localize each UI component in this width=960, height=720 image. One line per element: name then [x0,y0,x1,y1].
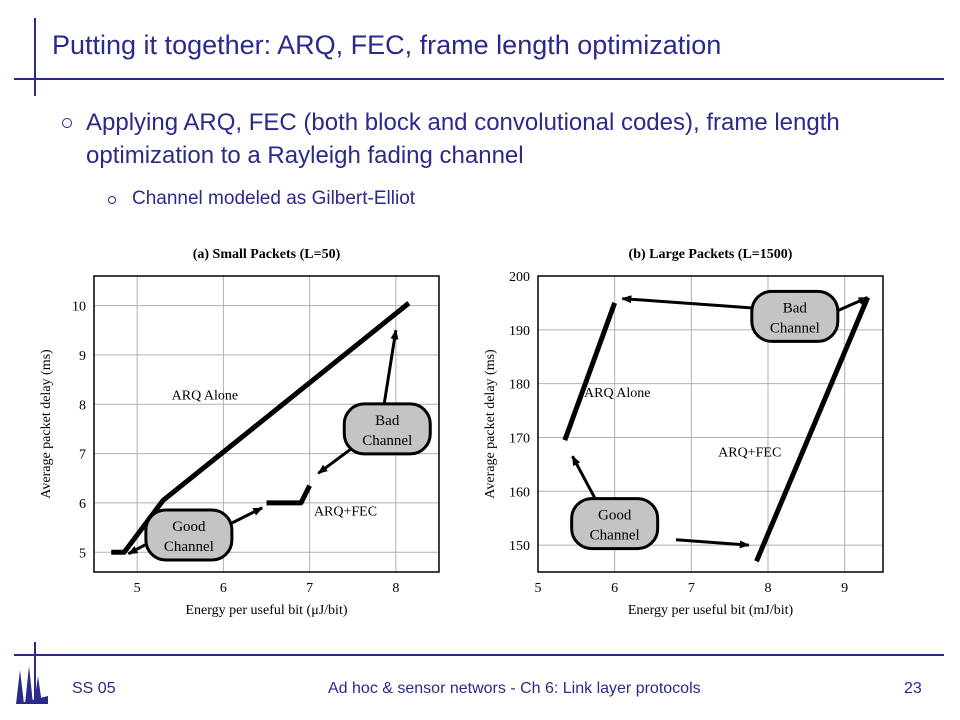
callout-label: Channel [590,528,640,544]
sub-bullet-dot-icon [108,196,116,204]
x-tick-label: 8 [765,581,772,596]
x-tick-label: 6 [611,581,618,596]
chart-large-packets: (b) Large Packets (L=1500) 5 6 7 8 9 150 160 170… [483,247,884,618]
callout-box [144,508,234,562]
x-axis-label: Energy per useful bit (μJ/bit) [186,603,348,618]
y-tick-label: 160 [509,485,530,500]
callout-label: Bad [783,300,808,316]
x-axis-label: Energy per useful bit (mJ/bit) [628,603,794,618]
callout-label: Channel [770,320,820,336]
chart-title: (a) Small Packets (L=50) [193,247,341,262]
y-tick-label: 200 [509,270,530,285]
footer-course: SS 05 [72,680,116,697]
y-tick-label: 150 [509,539,530,554]
series-line [266,484,312,506]
callout-label: Channel [164,539,214,555]
callout-label: Good [598,508,632,524]
y-tick-label: 7 [79,448,86,463]
footer-accent-line [34,642,36,704]
chart-title: (b) Large Packets (L=1500) [629,247,793,262]
y-axis-label: Average packet delay (ms) [39,349,54,499]
x-tick-label: 8 [392,581,399,596]
x-tick-label: 7 [306,581,313,596]
series-line [562,302,618,441]
footer-lecture-title: Ad hoc & sensor networs - Ch 6: Link lay… [328,680,701,697]
y-tick-label: 10 [72,300,86,315]
callout-arrow [381,329,399,412]
x-tick-label: 7 [688,581,695,596]
callout-label: Bad [375,413,400,429]
chart-small-packets: (a) Small Packets (L=50) 5 6 7 8 5 6 7 8 9 10 Energ… [39,247,440,618]
university-logo-icon [16,666,48,704]
bullet-item: Applying ARQ, FEC (both block and convol… [62,106,932,172]
y-tick-label: 190 [509,324,530,339]
slide-title: Putting it together: ARQ, FEC, frame len… [52,30,722,60]
callout-box [342,402,432,456]
footer-divider [14,654,944,656]
series-label: ARQ Alone [172,388,239,403]
x-tick-label: 9 [841,581,848,596]
series-label: ARQ+FEC [718,445,781,460]
y-axis-label: Average packet delay (ms) [483,349,498,499]
title-accent-line [34,18,36,96]
series-label: ARQ Alone [584,386,651,401]
series-label: ARQ+FEC [314,504,377,519]
callout-arrow [675,538,750,549]
y-tick-label: 170 [509,431,530,446]
callout-label: Channel [362,433,412,449]
callout-box [570,497,660,551]
callout-label: Good [172,519,206,535]
title-divider [14,78,944,80]
y-tick-label: 8 [79,398,86,413]
y-tick-label: 5 [79,546,86,561]
callout-arrow [621,295,757,310]
series-line [754,296,870,563]
x-tick-label: 6 [220,581,227,596]
callout-arrow [227,506,264,527]
plot-frame [537,275,884,573]
footer-page-number: 23 [904,680,922,697]
sub-bullet-item: Channel modeled as Gilbert-Elliot [108,188,415,210]
bullet-text: Applying ARQ, FEC (both block and convol… [86,109,840,169]
y-tick-label: 6 [79,497,86,512]
callout-arrow [571,455,597,501]
x-tick-label: 5 [535,581,542,596]
sub-bullet-text: Channel modeled as Gilbert-Elliot [132,188,416,209]
y-tick-label: 9 [79,349,86,364]
y-tick-label: 180 [509,378,530,393]
callout-box [750,289,840,343]
plot-frame [93,275,440,573]
bullet-dot-icon [62,118,72,128]
series-line [111,301,411,555]
x-tick-label: 5 [134,581,141,596]
